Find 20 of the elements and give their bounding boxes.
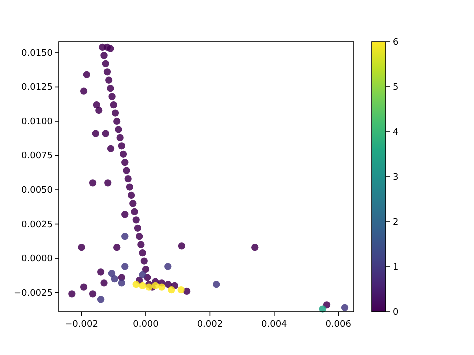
color-bar-label: 3 — [393, 172, 399, 183]
x-tick-label: 0.004 — [262, 320, 288, 330]
color-bar-label: 6 — [393, 38, 399, 48]
color-bar-label: 1 — [393, 262, 399, 273]
y-tick-label: 0.0100 — [22, 117, 54, 128]
color-bar-label: 0 — [393, 308, 399, 318]
color-bar-label: 2 — [393, 218, 399, 228]
color-bar-label: 5 — [393, 82, 399, 93]
y-tick-label: 0.0050 — [22, 186, 54, 196]
y-tick-label: 0.0125 — [22, 83, 53, 94]
y-tick-label: 0.0150 — [22, 48, 54, 59]
x-tick-label: 0.002 — [197, 320, 224, 330]
color-bar-label: 4 — [393, 128, 399, 138]
x-tick-label: 0.000 — [133, 320, 160, 330]
y-tick-label: −0.0025 — [14, 288, 53, 299]
y-tick-label: 0.0075 — [22, 152, 53, 162]
y-tick-label: 0.0025 — [22, 220, 53, 230]
x-tick-label: −0.002 — [65, 320, 98, 330]
x-tick-label: 0.006 — [326, 320, 352, 330]
y-tick-label: 0.0000 — [22, 254, 54, 265]
